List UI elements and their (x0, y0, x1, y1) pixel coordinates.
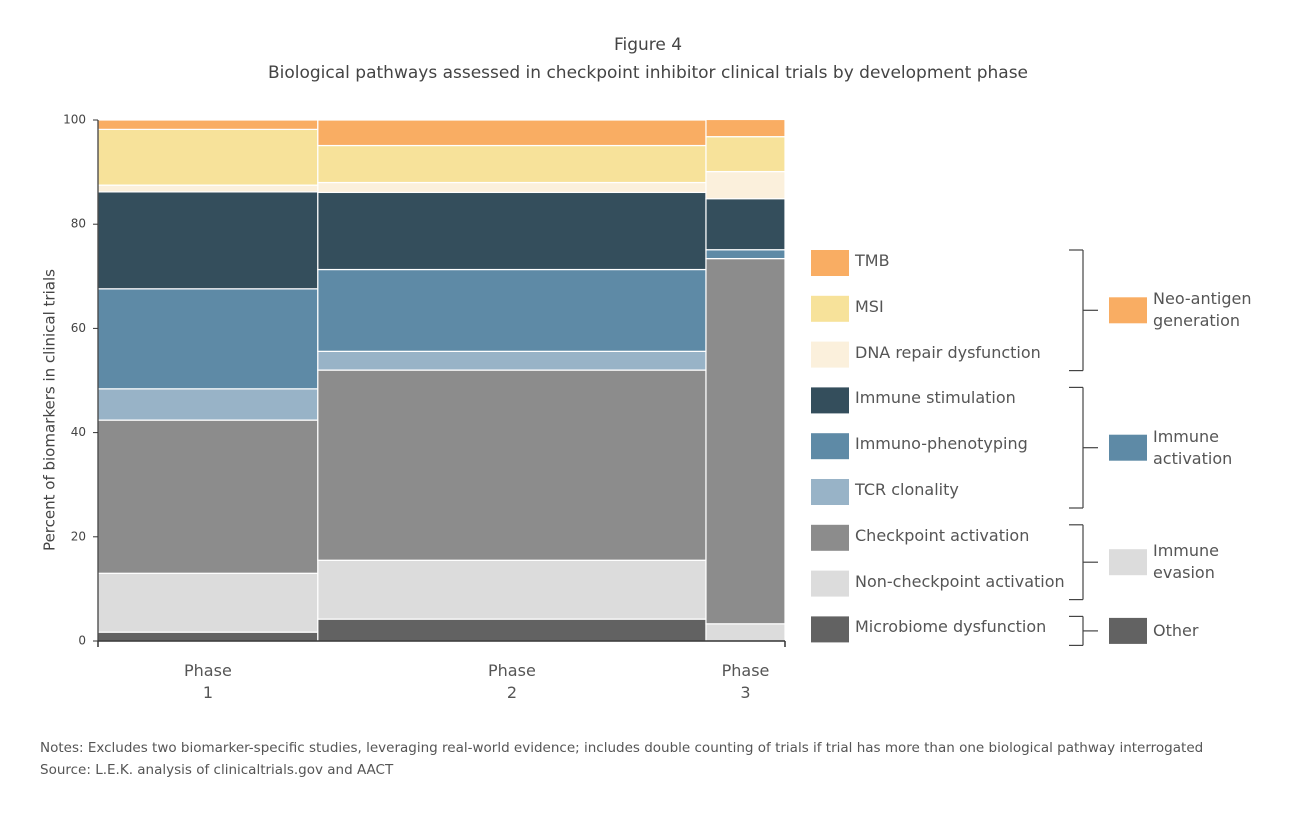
segment (705, 118, 786, 138)
group-swatch (1109, 434, 1147, 461)
legend-swatch (811, 250, 849, 276)
group-swatch (1109, 549, 1147, 576)
legend-label: Immuno-phenotyping (855, 434, 1028, 454)
chart-title: Figure 4 (614, 35, 682, 55)
segment (317, 191, 707, 271)
legend-label: TCR clonality (855, 480, 959, 499)
segment (705, 198, 786, 251)
notes: Notes: Excludes two biomarker-specific s… (40, 740, 1204, 756)
segment (97, 388, 319, 421)
y-tick-label: 0 (78, 634, 86, 648)
segment (317, 618, 707, 642)
segment (97, 128, 319, 186)
segment (97, 631, 319, 642)
segment (97, 572, 319, 633)
segment (97, 288, 319, 390)
x-tick-label: Phase 3 (721, 661, 770, 702)
legend-swatch (811, 341, 849, 368)
y-tick-label: 20 (71, 529, 86, 543)
legend-swatch (811, 524, 849, 551)
legend-label: Checkpoint activation (855, 525, 1030, 545)
group-label: Other (1153, 620, 1199, 640)
chart-subtitle: Biological pathways assessed in checkpoi… (268, 63, 1028, 83)
legend-swatch (811, 387, 849, 414)
group-label: Neo-antigen generation (1153, 289, 1252, 331)
group-swatch (1109, 617, 1147, 644)
group-swatch (1109, 297, 1147, 324)
segment (705, 257, 786, 625)
segment (317, 144, 707, 184)
y-tick-label: 100 (63, 113, 86, 127)
legend-swatch (811, 570, 849, 597)
segment (317, 268, 707, 352)
legend-swatch (811, 433, 849, 460)
y-tick-label: 80 (71, 217, 86, 231)
legend-label: Microbiome dysfunction (855, 617, 1047, 637)
segment (97, 419, 319, 574)
segment (317, 369, 707, 561)
legend-label: MSI (855, 296, 884, 316)
legend-swatch (811, 295, 849, 322)
segment (317, 350, 707, 371)
y-tick-label: 40 (71, 425, 86, 439)
legend-label: TMB (855, 251, 890, 270)
segment (317, 181, 707, 194)
y-axis-label: Percent of biomarkers in clinical trials (41, 269, 59, 551)
y-tick-label: 60 (71, 321, 86, 335)
legend-swatch (811, 479, 849, 505)
source: Source: L.E.K. analysis of clinicaltrial… (40, 762, 394, 778)
legend-swatch (811, 616, 849, 643)
legend-label: Non-checkpoint activation (855, 571, 1065, 591)
segment (705, 623, 786, 642)
x-tick-label: Phase 2 (488, 661, 536, 702)
x-tick-label: Phase 1 (184, 661, 232, 702)
group-label: Immune activation (1153, 426, 1233, 468)
segment (705, 136, 786, 173)
segment (705, 249, 786, 260)
segment (317, 559, 707, 620)
segment (705, 170, 786, 200)
segment (317, 119, 707, 147)
segment (97, 184, 319, 193)
segment (97, 119, 319, 130)
legend-label: DNA repair dysfunction (855, 342, 1041, 362)
segment (97, 191, 319, 290)
group-label: Immune evasion (1153, 541, 1220, 583)
legend-label: Immune stimulation (855, 388, 1016, 408)
